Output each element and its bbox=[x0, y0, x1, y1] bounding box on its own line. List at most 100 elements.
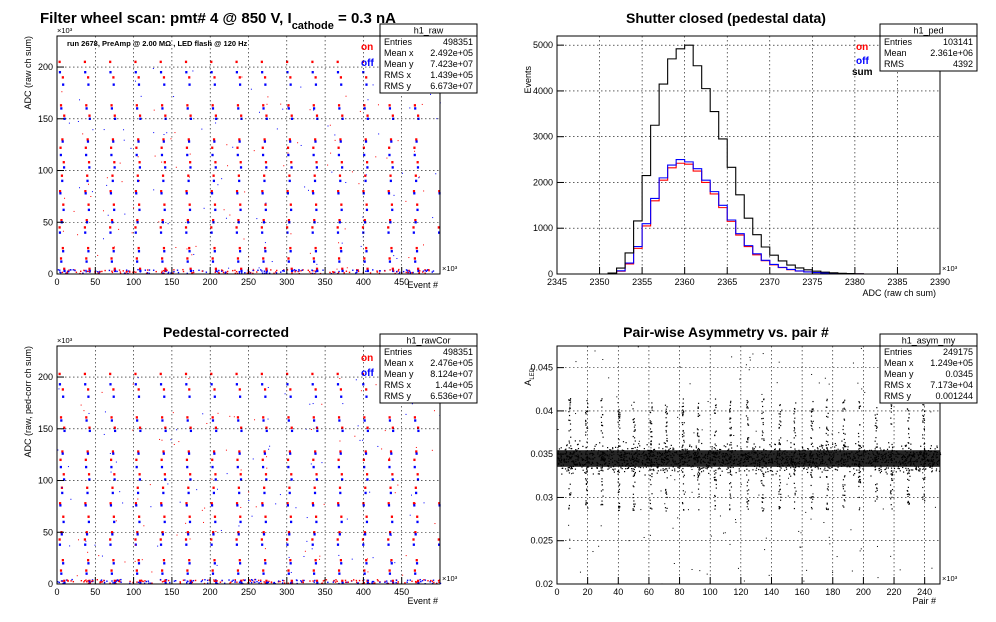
rawcor-point-off bbox=[88, 478, 91, 481]
rawcor-point-on bbox=[188, 388, 191, 391]
asym-point bbox=[852, 474, 855, 476]
rawcor-point-off bbox=[136, 533, 139, 536]
rawcor-point-on bbox=[110, 458, 113, 462]
asym-outlier bbox=[860, 347, 862, 349]
raw-baseline-point bbox=[215, 269, 217, 271]
rawcor-sparse-point bbox=[137, 377, 139, 379]
rawcor-point-off bbox=[365, 562, 368, 565]
asym-spike-point bbox=[650, 421, 652, 423]
rawcor-baseline-point bbox=[417, 580, 419, 583]
asym-spike-point bbox=[600, 399, 603, 402]
rawcor-baseline-point bbox=[411, 580, 413, 582]
rawcor-point-on bbox=[112, 515, 115, 518]
asym-spike-point bbox=[618, 413, 620, 415]
asym-spike-point bbox=[715, 472, 717, 474]
rawcor-baseline-point bbox=[159, 578, 162, 581]
raw-point-off bbox=[62, 83, 65, 86]
raw-baseline-point bbox=[292, 269, 294, 272]
asym-spike-point bbox=[698, 414, 701, 416]
asym-spike-point bbox=[762, 422, 764, 424]
asym-spike-point bbox=[874, 457, 876, 459]
asym-point bbox=[619, 445, 621, 447]
rawcor-point-off bbox=[161, 572, 164, 575]
rawcor-sparse-point bbox=[206, 422, 208, 424]
rawcor-sparse-point bbox=[361, 439, 363, 441]
rawcor-baseline-point bbox=[358, 579, 361, 582]
raw-point-off bbox=[214, 166, 217, 169]
raw-sparse-point bbox=[421, 103, 423, 105]
asym-outlier bbox=[672, 527, 674, 529]
asym-spike-point bbox=[729, 409, 731, 411]
raw-point-off bbox=[237, 221, 240, 224]
asym-point bbox=[845, 445, 847, 448]
rawcor-point-off bbox=[415, 452, 418, 455]
ped-stats-value: 4392 bbox=[953, 59, 973, 69]
raw-point-on bbox=[235, 190, 239, 193]
rawcor-sparse-point bbox=[172, 412, 174, 414]
asym-spike-point bbox=[665, 488, 667, 491]
rawcor-point-off bbox=[263, 452, 267, 455]
asym-spike-point bbox=[682, 412, 684, 414]
raw-point-off bbox=[415, 140, 418, 143]
raw-point-on bbox=[388, 218, 392, 222]
raw-point-on bbox=[340, 203, 343, 206]
raw-point-on bbox=[86, 138, 89, 141]
raw-point-on bbox=[85, 257, 88, 260]
asym-spike-point bbox=[568, 399, 570, 402]
raw-point-on bbox=[365, 203, 368, 206]
asym-spike-point bbox=[779, 482, 782, 484]
rawcor-point-off bbox=[164, 478, 167, 481]
raw-point-off bbox=[363, 153, 366, 157]
raw-point-on bbox=[265, 267, 268, 271]
rawcor-baseline-point bbox=[384, 580, 386, 583]
raw-baseline-point bbox=[280, 271, 282, 273]
asym-point bbox=[638, 443, 640, 445]
asym-spike-point bbox=[730, 497, 732, 499]
asym-spike-point bbox=[859, 479, 861, 481]
rawcor-baseline-point bbox=[234, 579, 236, 581]
rawcor-stats-value: 6.536e+07 bbox=[430, 391, 473, 401]
asym-outlier bbox=[687, 509, 689, 511]
raw-sparse-point bbox=[138, 180, 140, 182]
raw-point-on bbox=[160, 146, 163, 149]
raw-point-off bbox=[210, 192, 214, 195]
asym-spike-point bbox=[795, 490, 797, 492]
ped-x-tick-label: 2390 bbox=[930, 277, 950, 287]
rawcor-point-on bbox=[58, 502, 62, 505]
ped-y-tick-label: 5000 bbox=[533, 40, 553, 50]
raw-point-on bbox=[238, 246, 241, 250]
rawcor-baseline-point bbox=[103, 581, 106, 584]
asym-spike-point bbox=[664, 442, 667, 445]
raw-point-off bbox=[63, 117, 66, 120]
raw-sparse-point bbox=[77, 120, 79, 122]
asym-spike-point bbox=[664, 451, 667, 453]
raw-point-off bbox=[86, 140, 90, 143]
raw-baseline-point bbox=[108, 269, 111, 272]
raw-point-on bbox=[416, 203, 419, 206]
rawcor-sparse-point bbox=[354, 435, 356, 437]
asym-point bbox=[738, 468, 740, 470]
asym-spike-point bbox=[794, 432, 796, 434]
asym-spike-point bbox=[859, 445, 861, 447]
raw-point-off bbox=[262, 260, 265, 263]
asym-point bbox=[678, 467, 680, 469]
rawcor-baseline-point bbox=[200, 580, 203, 583]
asym-outlier bbox=[755, 430, 757, 432]
raw-point-off bbox=[161, 107, 164, 110]
raw-point-on bbox=[414, 174, 417, 177]
rawcor-point-off bbox=[391, 520, 394, 524]
raw-point-on bbox=[159, 226, 162, 229]
raw-baseline-point bbox=[60, 271, 62, 274]
asym-spike-point bbox=[665, 492, 667, 494]
asym-spike-point bbox=[715, 469, 717, 471]
asym-spike-point bbox=[907, 433, 910, 435]
rawcor-point-off bbox=[362, 383, 365, 386]
asym-spike-point bbox=[682, 413, 684, 416]
rawcor-sparse-point bbox=[390, 534, 392, 536]
asym-point bbox=[935, 468, 938, 470]
asym-spike-point bbox=[666, 470, 668, 472]
asym-spike-point bbox=[825, 476, 828, 478]
rawcor-point-off bbox=[62, 562, 65, 565]
raw-point-on bbox=[341, 114, 344, 117]
